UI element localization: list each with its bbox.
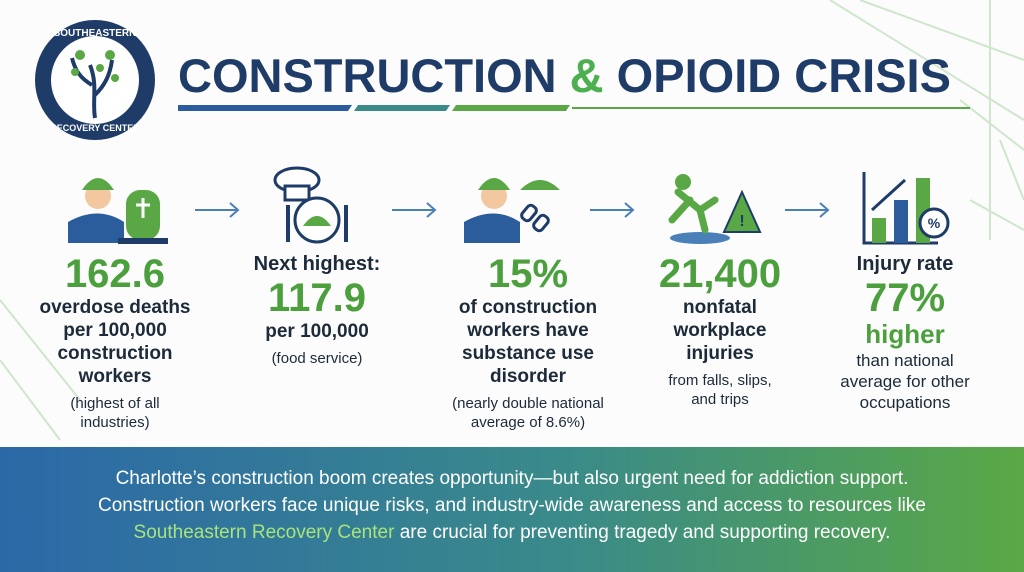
stat-text: disorder [489, 366, 567, 387]
stat-column: 21,400 nonfatal workplace injuries from fall… [610, 252, 830, 409]
title: CONSTRUCTION & OPIOID CRISIS [178, 49, 951, 102]
stat-note: from falls, slips, and trips [610, 371, 830, 409]
logo-top: SOUTHEASTERN [54, 28, 137, 39]
stat-text: of construction [458, 297, 598, 318]
logo-bottom: RECOVERY CENTER [50, 123, 140, 133]
stat-note: than national average for other occupation… [795, 350, 1015, 413]
stat-text: construction [57, 343, 173, 364]
stat-note-line: industries) [80, 414, 150, 431]
footer: Charlotte’s construction boom creates op… [0, 447, 1024, 572]
stat-column: Injury rate 77% higher than national average… [795, 252, 1015, 413]
footer-line: Charlotte’s construction boom creates op… [115, 468, 909, 489]
stat-text: workers [78, 366, 152, 387]
stat-note-line: and trips [691, 391, 749, 408]
stat-text: nonfatal [683, 297, 757, 318]
stat-figure: 162.6 [64, 252, 166, 296]
stat-note-line: average of 8.6%) [470, 414, 586, 431]
stat-note-line: (nearly double national [452, 395, 604, 412]
title-start: CONSTRUCTION [178, 49, 557, 102]
stat-lead: Next highest: [253, 253, 381, 275]
stat-lead: Injury rate [856, 253, 954, 275]
stat-note-line: occupations [859, 393, 951, 412]
stat-column: 162.6 overdose deaths per 100,000 construct… [5, 252, 225, 432]
stat-text: injuries [686, 343, 754, 364]
stat-note: (highest of all industries) [5, 394, 225, 432]
stat-text: per 100,000 [63, 320, 167, 341]
stat-note-line: than national [856, 351, 954, 370]
title-underline [178, 105, 970, 111]
stat-note-line: from falls, slips, [668, 372, 772, 389]
stat-note-line: average for other [840, 372, 970, 391]
stat-figure: 117.9 [268, 276, 366, 320]
title-amp: & [570, 49, 604, 102]
footer-link[interactable]: Southeastern Recovery Center [133, 522, 395, 543]
stat-column: 15% of construction workers have substance … [418, 252, 638, 432]
stat-text: workplace [673, 320, 767, 341]
stat-note: (nearly double national average of 8.6%) [418, 394, 638, 432]
stat-figure: 21,400 [658, 252, 782, 296]
stat-note-line: (food service) [271, 350, 363, 367]
stat-column: Next highest: 117.9 per 100,000 (food servi… [207, 252, 427, 368]
stat-text: substance use [462, 343, 594, 364]
stat-text: workers have [467, 320, 589, 341]
background-art: SOUTHEASTERN RECOVERY CENTER CONSTRUCTIO… [0, 0, 1024, 441]
title-end: OPIOID CRISIS [617, 49, 951, 102]
footer-line: are crucial for preventing tragedy and s… [399, 522, 891, 543]
stat-figure: 15% [487, 252, 569, 296]
svg-text:!: ! [739, 213, 744, 230]
stat-figure: 77% [864, 276, 946, 320]
stat-figure-suffix: higher [865, 319, 945, 349]
stat-text: overdose deaths [39, 297, 191, 318]
footer-line: Construction workers face unique risks, … [98, 495, 926, 516]
stat-note: (food service) [207, 349, 427, 368]
stat-note-line: (highest of all [70, 395, 160, 412]
stat-text: per 100,000 [265, 321, 369, 342]
svg-text:%: % [928, 215, 941, 231]
